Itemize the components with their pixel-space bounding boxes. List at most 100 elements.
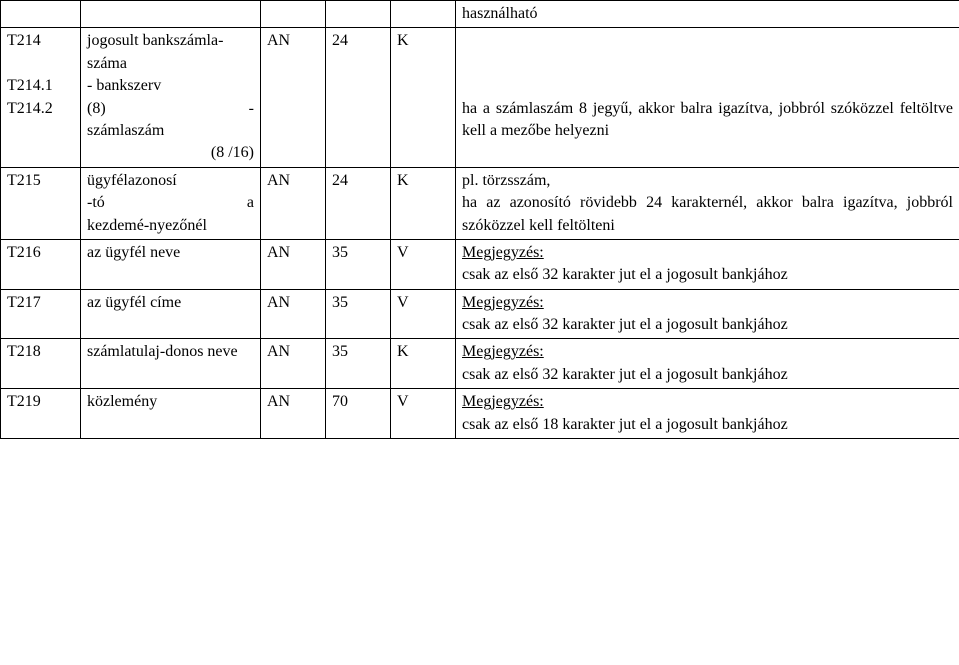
cell-len: 24 xyxy=(326,28,391,167)
text: (8 /16) xyxy=(87,142,254,164)
text: 35 xyxy=(332,244,348,261)
table-row: T219 közlemény AN 70 V Megjegyzés: csak … xyxy=(1,389,959,439)
cell-note: pl. törzsszám, ha az azonosító rövidebb … xyxy=(456,167,959,239)
note-label: Megjegyzés: xyxy=(462,244,544,261)
cell-type: AN xyxy=(261,289,326,339)
table-row: T218 számlatulaj-donos neve AN 35 K Megj… xyxy=(1,339,959,389)
cell-req: V xyxy=(391,239,456,289)
cell-req: V xyxy=(391,289,456,339)
cell-len: 35 xyxy=(326,339,391,389)
text: (8) xyxy=(87,98,106,120)
table-row: T216 az ügyfél neve AN 35 V Megjegyzés: … xyxy=(1,239,959,289)
cell-code: T217 xyxy=(1,289,81,339)
cell-desc: az ügyfél címe xyxy=(81,289,261,339)
text: kezdemé-nyezőnél xyxy=(87,215,254,237)
data-table: használható T214 T214.1 T214.2 jogosult … xyxy=(0,0,959,439)
text: K xyxy=(397,172,409,189)
cell-len: 24 xyxy=(326,167,391,239)
text: V xyxy=(397,393,409,410)
text: T214.2 xyxy=(7,98,74,120)
text: T217 xyxy=(7,294,41,311)
text: T214.1 xyxy=(7,75,74,97)
cell-req: V xyxy=(391,389,456,439)
table-row: használható xyxy=(1,1,959,28)
text: AN xyxy=(267,393,290,410)
cell-req: K xyxy=(391,167,456,239)
text: T214 xyxy=(7,30,74,52)
cell-note: Megjegyzés: csak az első 32 karakter jut… xyxy=(456,239,959,289)
text: K xyxy=(397,343,409,360)
text: pl. törzsszám, xyxy=(462,170,953,192)
text: AN xyxy=(267,244,290,261)
cell-desc: jogosult bankszámla-száma - bankszerv (8… xyxy=(81,28,261,167)
cell-note: Megjegyzés: csak az első 32 karakter jut… xyxy=(456,339,959,389)
cell-type: AN xyxy=(261,339,326,389)
cell-type: AN xyxy=(261,28,326,167)
text: T219 xyxy=(7,393,41,410)
cell-code xyxy=(1,1,81,28)
cell-type xyxy=(261,1,326,28)
note-label: Megjegyzés: xyxy=(462,343,544,360)
text: ha az azonosító rövidebb 24 karakternél,… xyxy=(462,192,953,237)
text: csak az első 18 karakter jut el a jogosu… xyxy=(462,416,788,433)
text: jogosult bankszámla-száma xyxy=(87,30,254,75)
cell-type: AN xyxy=(261,239,326,289)
table-row: T214 T214.1 T214.2 jogosult bankszámla-s… xyxy=(1,28,959,167)
table-row: T217 az ügyfél címe AN 35 V Megjegyzés: … xyxy=(1,289,959,339)
text: számlaszám xyxy=(87,120,254,142)
text: AN xyxy=(267,32,290,49)
cell-desc: számlatulaj-donos neve xyxy=(81,339,261,389)
cell-note: Megjegyzés: csak az első 32 karakter jut… xyxy=(456,289,959,339)
text: a xyxy=(247,192,254,214)
text: az ügyfél neve xyxy=(87,244,180,261)
text: használható xyxy=(462,5,538,22)
text: -tó xyxy=(87,192,105,214)
note-label: Megjegyzés: xyxy=(462,294,544,311)
text: V xyxy=(397,294,409,311)
cell-req: K xyxy=(391,28,456,167)
cell-len: 35 xyxy=(326,239,391,289)
text: 70 xyxy=(332,393,348,410)
cell-note: használható xyxy=(456,1,959,28)
text: AN xyxy=(267,172,290,189)
table-row: T215 ügyfélazonosí -tó a kezdemé-nyezőné… xyxy=(1,167,959,239)
cell-len: 70 xyxy=(326,389,391,439)
cell-req xyxy=(391,1,456,28)
cell-note: ha a számlaszám 8 jegyű, akkor balra iga… xyxy=(456,28,959,167)
cell-code: T216 xyxy=(1,239,81,289)
text: csak az első 32 karakter jut el a jogosu… xyxy=(462,366,788,383)
text: számlatulaj-donos neve xyxy=(87,343,238,360)
text: ügyfélazonosí xyxy=(87,170,254,192)
text: V xyxy=(397,244,409,261)
text: AN xyxy=(267,343,290,360)
text: - bankszerv xyxy=(87,75,254,97)
text: 35 xyxy=(332,343,348,360)
text: az ügyfél címe xyxy=(87,294,181,311)
cell-code: T219 xyxy=(1,389,81,439)
text: K xyxy=(397,32,409,49)
text: csak az első 32 karakter jut el a jogosu… xyxy=(462,266,788,283)
cell-desc: az ügyfél neve xyxy=(81,239,261,289)
cell-note: Megjegyzés: csak az első 18 karakter jut… xyxy=(456,389,959,439)
cell-desc: ügyfélazonosí -tó a kezdemé-nyezőnél xyxy=(81,167,261,239)
text: csak az első 32 karakter jut el a jogosu… xyxy=(462,316,788,333)
text: - xyxy=(249,98,254,120)
text: 35 xyxy=(332,294,348,311)
cell-type: AN xyxy=(261,167,326,239)
cell-type: AN xyxy=(261,389,326,439)
cell-code: T214 T214.1 T214.2 xyxy=(1,28,81,167)
text: 24 xyxy=(332,32,348,49)
text: T216 xyxy=(7,244,41,261)
cell-desc: közlemény xyxy=(81,389,261,439)
cell-code: T218 xyxy=(1,339,81,389)
text: ha a számlaszám 8 jegyű, akkor balra iga… xyxy=(462,98,953,143)
text: 24 xyxy=(332,172,348,189)
cell-len xyxy=(326,1,391,28)
text: T215 xyxy=(7,172,41,189)
text: T218 xyxy=(7,343,41,360)
text: AN xyxy=(267,294,290,311)
cell-req: K xyxy=(391,339,456,389)
cell-code: T215 xyxy=(1,167,81,239)
cell-desc xyxy=(81,1,261,28)
note-label: Megjegyzés: xyxy=(462,393,544,410)
